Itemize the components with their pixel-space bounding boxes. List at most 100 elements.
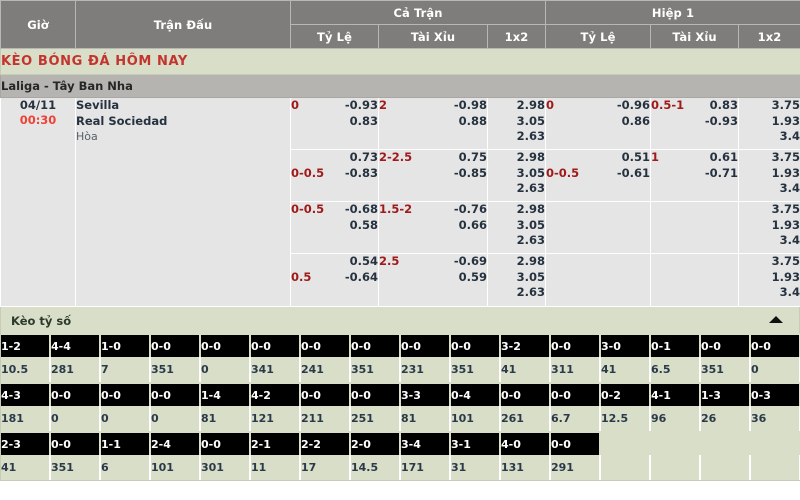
score-label-cell[interactable]: 3-2 (501, 333, 551, 357)
score-label-cell[interactable]: 0-0 (551, 333, 601, 357)
score-odds-cell[interactable]: 211 (301, 406, 351, 431)
col-header-match[interactable]: Trận Đấu (75, 0, 291, 49)
score-odds-cell[interactable]: 41 (1, 455, 51, 480)
odds-cell-full-1x2[interactable]: 2.98 3.05 2.63 (487, 97, 546, 150)
score-odds-cell[interactable]: 11 (251, 455, 301, 480)
odds-cell-full-handicap[interactable]: 0-0.5 -0.68 0.58 (290, 201, 379, 254)
score-label-cell[interactable]: 0-0 (351, 333, 401, 357)
score-label-cell[interactable]: 0-0 (251, 333, 301, 357)
odds-cell-half-1x2[interactable]: 3.75 1.93 3.4 (738, 253, 800, 307)
score-odds-cell[interactable]: 351 (151, 357, 201, 382)
score-label-cell[interactable]: 0-0 (151, 382, 201, 406)
col-header-time[interactable]: Giờ (0, 0, 76, 49)
score-odds-cell[interactable]: 96 (651, 406, 701, 431)
score-label-cell[interactable]: 4-3 (1, 382, 51, 406)
odds-cell-full-overunder[interactable]: 2.5 -0.69 0.59 (378, 253, 488, 307)
col-header-half-handicap[interactable]: Tỷ Lệ (545, 24, 651, 49)
score-label-cell[interactable]: 3-4 (401, 431, 451, 455)
league-name[interactable]: Laliga - Tây Ban Nha (0, 74, 800, 98)
odds-cell-full-handicap[interactable]: 0.73 0-0.5 -0.83 (290, 149, 379, 202)
odds-cell-half-overunder[interactable] (650, 201, 739, 254)
score-odds-cell[interactable]: 0 (751, 357, 800, 382)
score-odds-cell[interactable]: 351 (51, 455, 101, 480)
score-odds-cell[interactable]: 241 (301, 357, 351, 382)
score-label-cell[interactable]: 0-0 (551, 431, 601, 455)
odds-cell-full-overunder[interactable]: 2-2.5 0.75 -0.85 (378, 149, 488, 202)
score-odds-cell[interactable]: 351 (451, 357, 501, 382)
score-odds-cell[interactable]: 26 (701, 406, 751, 431)
odds-cell-half-handicap[interactable] (545, 253, 651, 307)
odds-cell-half-1x2[interactable]: 3.75 1.93 3.4 (738, 149, 800, 202)
odds-cell-full-handicap[interactable]: 0.54 0.5 -0.64 (290, 253, 379, 307)
score-odds-cell[interactable]: 101 (451, 406, 501, 431)
score-odds-cell[interactable]: 351 (351, 357, 401, 382)
score-odds-cell[interactable]: 291 (551, 455, 601, 480)
col-header-half-overunder[interactable]: Tài Xỉu (650, 24, 739, 49)
score-label-cell[interactable]: 1-2 (1, 333, 51, 357)
score-label-cell[interactable]: 0-0 (351, 382, 401, 406)
score-odds-cell[interactable]: 0 (101, 406, 151, 431)
score-label-cell[interactable]: 2-0 (351, 431, 401, 455)
correct-score-header[interactable]: Kèo tỷ số (1, 307, 799, 333)
score-odds-cell[interactable]: 301 (201, 455, 251, 480)
score-label-cell[interactable]: 1-4 (201, 382, 251, 406)
score-odds-cell[interactable]: 36 (751, 406, 800, 431)
match-teams-cell[interactable]: Sevilla Real Sociedad Hòa (75, 97, 291, 307)
score-odds-cell[interactable]: 31 (451, 455, 501, 480)
score-label-cell[interactable]: 3-3 (401, 382, 451, 406)
col-header-full-1x2[interactable]: 1x2 (487, 24, 546, 49)
score-odds-cell[interactable]: 0 (201, 357, 251, 382)
score-odds-cell[interactable]: 14.5 (351, 455, 401, 480)
score-label-cell[interactable]: 2-1 (251, 431, 301, 455)
score-odds-cell[interactable]: 81 (401, 406, 451, 431)
score-label-cell[interactable]: 2-4 (151, 431, 201, 455)
odds-cell-half-overunder[interactable] (650, 253, 739, 307)
col-header-half-1x2[interactable]: 1x2 (738, 24, 800, 49)
score-odds-cell[interactable]: 171 (401, 455, 451, 480)
score-label-cell[interactable]: 0-0 (51, 431, 101, 455)
score-odds-cell[interactable]: 281 (51, 357, 101, 382)
score-label-cell[interactable]: 0-0 (701, 333, 751, 357)
score-label-cell[interactable]: 0-0 (301, 382, 351, 406)
score-label-cell[interactable]: 4-4 (51, 333, 101, 357)
score-odds-cell[interactable]: 351 (701, 357, 751, 382)
col-header-full-handicap[interactable]: Tỷ Lệ (290, 24, 379, 49)
col-group-full-match[interactable]: Cả Trận (290, 0, 546, 25)
score-label-cell[interactable]: 0-0 (751, 333, 800, 357)
score-label-cell[interactable]: 0-3 (751, 382, 800, 406)
score-label-cell[interactable]: 0-0 (201, 333, 251, 357)
triangle-up-icon[interactable] (769, 316, 783, 323)
col-header-full-overunder[interactable]: Tài Xỉu (378, 24, 488, 49)
score-odds-cell[interactable]: 311 (551, 357, 601, 382)
score-odds-cell[interactable]: 101 (151, 455, 201, 480)
score-odds-cell[interactable]: 6 (101, 455, 151, 480)
score-label-cell[interactable]: 4-1 (651, 382, 701, 406)
odds-cell-half-handicap[interactable]: 0 -0.96 0.86 (545, 97, 651, 150)
score-odds-cell[interactable]: 17 (301, 455, 351, 480)
odds-cell-full-1x2[interactable]: 2.98 3.05 2.63 (487, 201, 546, 254)
score-odds-cell[interactable]: 261 (501, 406, 551, 431)
score-label-cell[interactable]: 0-0 (51, 382, 101, 406)
score-label-cell[interactable]: 0-1 (651, 333, 701, 357)
score-label-cell[interactable]: 3-0 (601, 333, 651, 357)
score-label-cell[interactable]: 0-0 (551, 382, 601, 406)
score-label-cell[interactable]: 0-0 (501, 382, 551, 406)
score-odds-cell[interactable]: 121 (251, 406, 301, 431)
score-odds-cell[interactable]: 7 (101, 357, 151, 382)
score-odds-cell[interactable]: 231 (401, 357, 451, 382)
odds-cell-full-1x2[interactable]: 2.98 3.05 2.63 (487, 253, 546, 307)
odds-cell-half-handicap[interactable] (545, 201, 651, 254)
score-odds-cell[interactable]: 41 (501, 357, 551, 382)
score-label-cell[interactable]: 0-0 (101, 382, 151, 406)
score-label-cell[interactable]: 0-0 (451, 333, 501, 357)
score-odds-cell[interactable]: 81 (201, 406, 251, 431)
odds-cell-half-overunder[interactable]: 0.5-1 0.83 -0.93 (650, 97, 739, 150)
score-odds-cell[interactable]: 0 (51, 406, 101, 431)
score-label-cell[interactable]: 1-3 (701, 382, 751, 406)
odds-cell-full-1x2[interactable]: 2.98 3.05 2.63 (487, 149, 546, 202)
score-odds-cell[interactable]: 10.5 (1, 357, 51, 382)
score-odds-cell[interactable]: 251 (351, 406, 401, 431)
score-label-cell[interactable]: 0-4 (451, 382, 501, 406)
score-odds-cell[interactable]: 6.5 (651, 357, 701, 382)
score-odds-cell[interactable]: 6.7 (551, 406, 601, 431)
